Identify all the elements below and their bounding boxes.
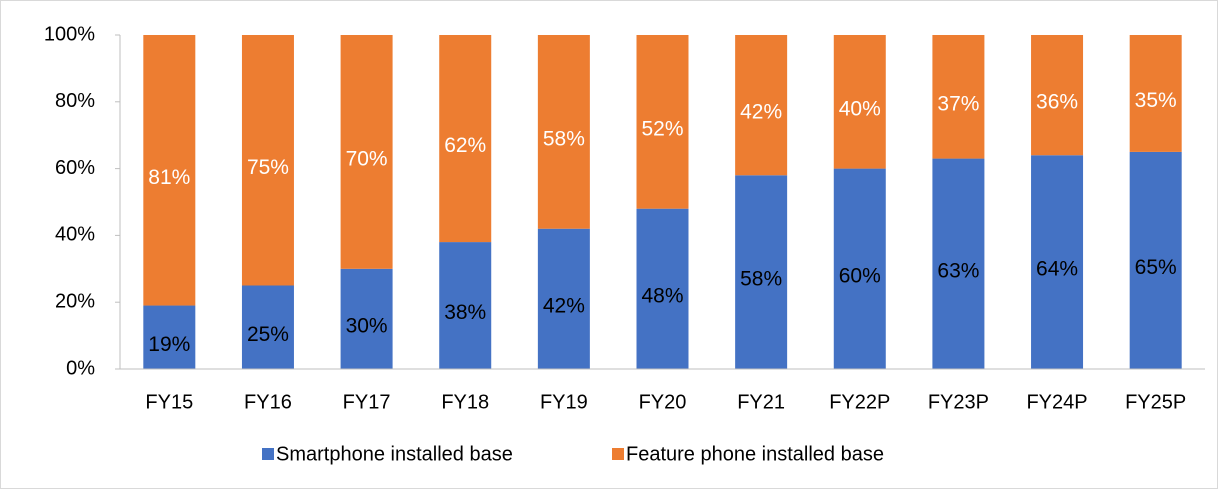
data-label: 58% <box>740 268 782 291</box>
data-label: 70% <box>346 147 388 170</box>
data-label: 62% <box>444 134 486 157</box>
data-label: 75% <box>247 156 289 179</box>
y-tick-label: 80% <box>55 90 95 112</box>
x-tick-label: FY23P <box>928 391 989 413</box>
data-label: 64% <box>1036 258 1078 281</box>
legend-label: Feature phone installed base <box>626 443 884 465</box>
bar-segment <box>1129 35 1182 152</box>
bar-segment <box>143 305 196 369</box>
bar-segment <box>735 175 788 369</box>
legend-swatch <box>262 448 274 460</box>
bar-segment <box>833 35 886 169</box>
data-label: 42% <box>740 101 782 124</box>
bar-segment <box>735 35 788 176</box>
data-label: 38% <box>444 301 486 324</box>
bar-segment <box>439 35 492 243</box>
x-tick-label: FY24P <box>1026 391 1087 413</box>
legend-label: Smartphone installed base <box>276 443 513 465</box>
x-tick-label: FY16 <box>244 391 292 413</box>
x-tick-label: FY20 <box>639 391 687 413</box>
bar-segment <box>833 168 886 369</box>
data-label: 37% <box>937 92 979 115</box>
bar-segment <box>340 35 393 269</box>
data-label: 65% <box>1135 256 1177 279</box>
x-tick-label: FY21 <box>737 391 785 413</box>
x-tick-label: FY17 <box>343 391 391 413</box>
legend-swatch <box>612 448 624 460</box>
bar-segment <box>1031 155 1084 369</box>
bar-segment <box>439 242 492 369</box>
bar-segment <box>537 228 590 369</box>
y-tick-label: 40% <box>55 224 95 246</box>
y-tick-label: 0% <box>66 357 95 379</box>
data-label: 52% <box>641 117 683 140</box>
x-tick-label: FY19 <box>540 391 588 413</box>
data-label: 60% <box>839 264 881 287</box>
data-label: 35% <box>1135 89 1177 112</box>
bar-segment <box>1129 151 1182 369</box>
bar-segment <box>1031 35 1084 156</box>
data-label: 63% <box>937 259 979 282</box>
x-tick-label: FY22P <box>829 391 890 413</box>
y-tick-label: 20% <box>55 290 95 312</box>
data-label: 40% <box>839 97 881 120</box>
data-label: 42% <box>543 294 585 317</box>
bar-segment <box>241 285 294 369</box>
bar-segment <box>932 158 985 369</box>
bar-segment <box>143 35 196 306</box>
x-tick-label: FY25P <box>1125 391 1186 413</box>
data-label: 19% <box>148 333 190 356</box>
bar-segment <box>636 35 689 209</box>
y-tick-label: 60% <box>55 157 95 179</box>
x-tick-label: FY15 <box>145 391 193 413</box>
data-label: 81% <box>148 166 190 189</box>
data-label: 58% <box>543 127 585 150</box>
data-label: 48% <box>641 284 683 307</box>
data-label: 36% <box>1036 91 1078 114</box>
bar-segment <box>537 35 590 229</box>
data-label: 30% <box>346 314 388 337</box>
y-tick-label: 100% <box>44 23 95 45</box>
bar-segment <box>636 208 689 369</box>
bar-segment <box>340 268 393 369</box>
bar-segment <box>932 35 985 159</box>
data-label: 25% <box>247 323 289 346</box>
bar-segment <box>241 35 294 286</box>
x-tick-label: FY18 <box>441 391 489 413</box>
